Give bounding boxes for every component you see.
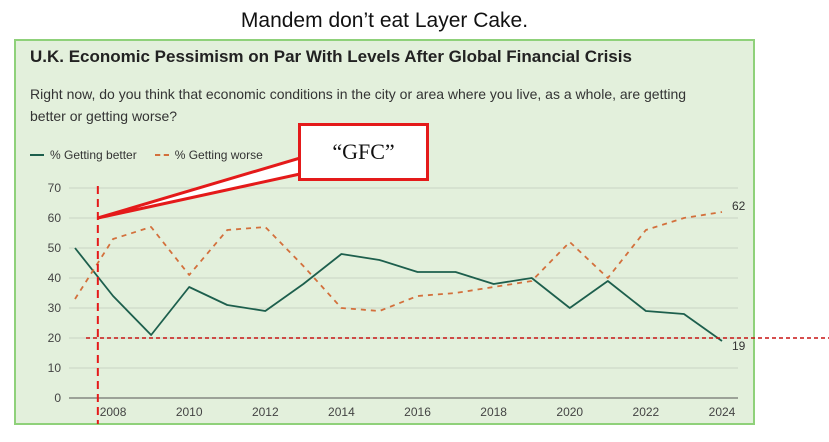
gfc-annotation-box: “GFC” — [298, 123, 429, 181]
chart-title: U.K. Economic Pessimism on Par With Leve… — [30, 47, 632, 66]
y-tick-label: 60 — [48, 211, 62, 225]
x-tick-label: 2008 — [100, 405, 127, 419]
series-line-better — [74, 247, 723, 342]
x-tick-label: 2010 — [176, 405, 203, 419]
end-label-better: 19 — [732, 339, 746, 353]
legend-label-better: % Getting better — [50, 148, 137, 162]
legend-item-worse: % Getting worse — [154, 148, 263, 162]
y-tick-label: 30 — [48, 301, 62, 315]
x-tick-label: 2016 — [404, 405, 431, 419]
legend-swatch-worse — [154, 154, 169, 156]
legend: % Getting better % Getting worse — [30, 148, 263, 162]
x-tick-label: 2024 — [709, 405, 736, 419]
series-line-worse — [74, 211, 723, 312]
gfc-annotation-label: “GFC” — [332, 139, 395, 164]
x-tick-label: 2014 — [328, 405, 355, 419]
y-tick-label: 10 — [48, 361, 62, 375]
y-tick-label: 70 — [48, 181, 62, 195]
legend-label-worse: % Getting worse — [174, 148, 263, 162]
chart-panel — [14, 39, 755, 425]
x-tick-label: 2020 — [556, 405, 583, 419]
image-caption: Mandem don’t eat Layer Cake. — [240, 9, 529, 32]
chart-subtitle: Right now, do you think that economic co… — [30, 86, 687, 124]
y-tick-label: 50 — [48, 241, 62, 255]
end-label-worse: 62 — [732, 199, 746, 213]
x-tick-label: 2012 — [252, 405, 279, 419]
legend-swatch-better — [30, 154, 44, 156]
y-tick-label: 0 — [54, 391, 61, 405]
legend-item-better: % Getting better — [30, 148, 137, 162]
y-tick-label: 20 — [48, 331, 62, 345]
x-tick-label: 2022 — [633, 405, 660, 419]
x-tick-label: 2018 — [480, 405, 507, 419]
y-tick-label: 40 — [48, 271, 62, 285]
